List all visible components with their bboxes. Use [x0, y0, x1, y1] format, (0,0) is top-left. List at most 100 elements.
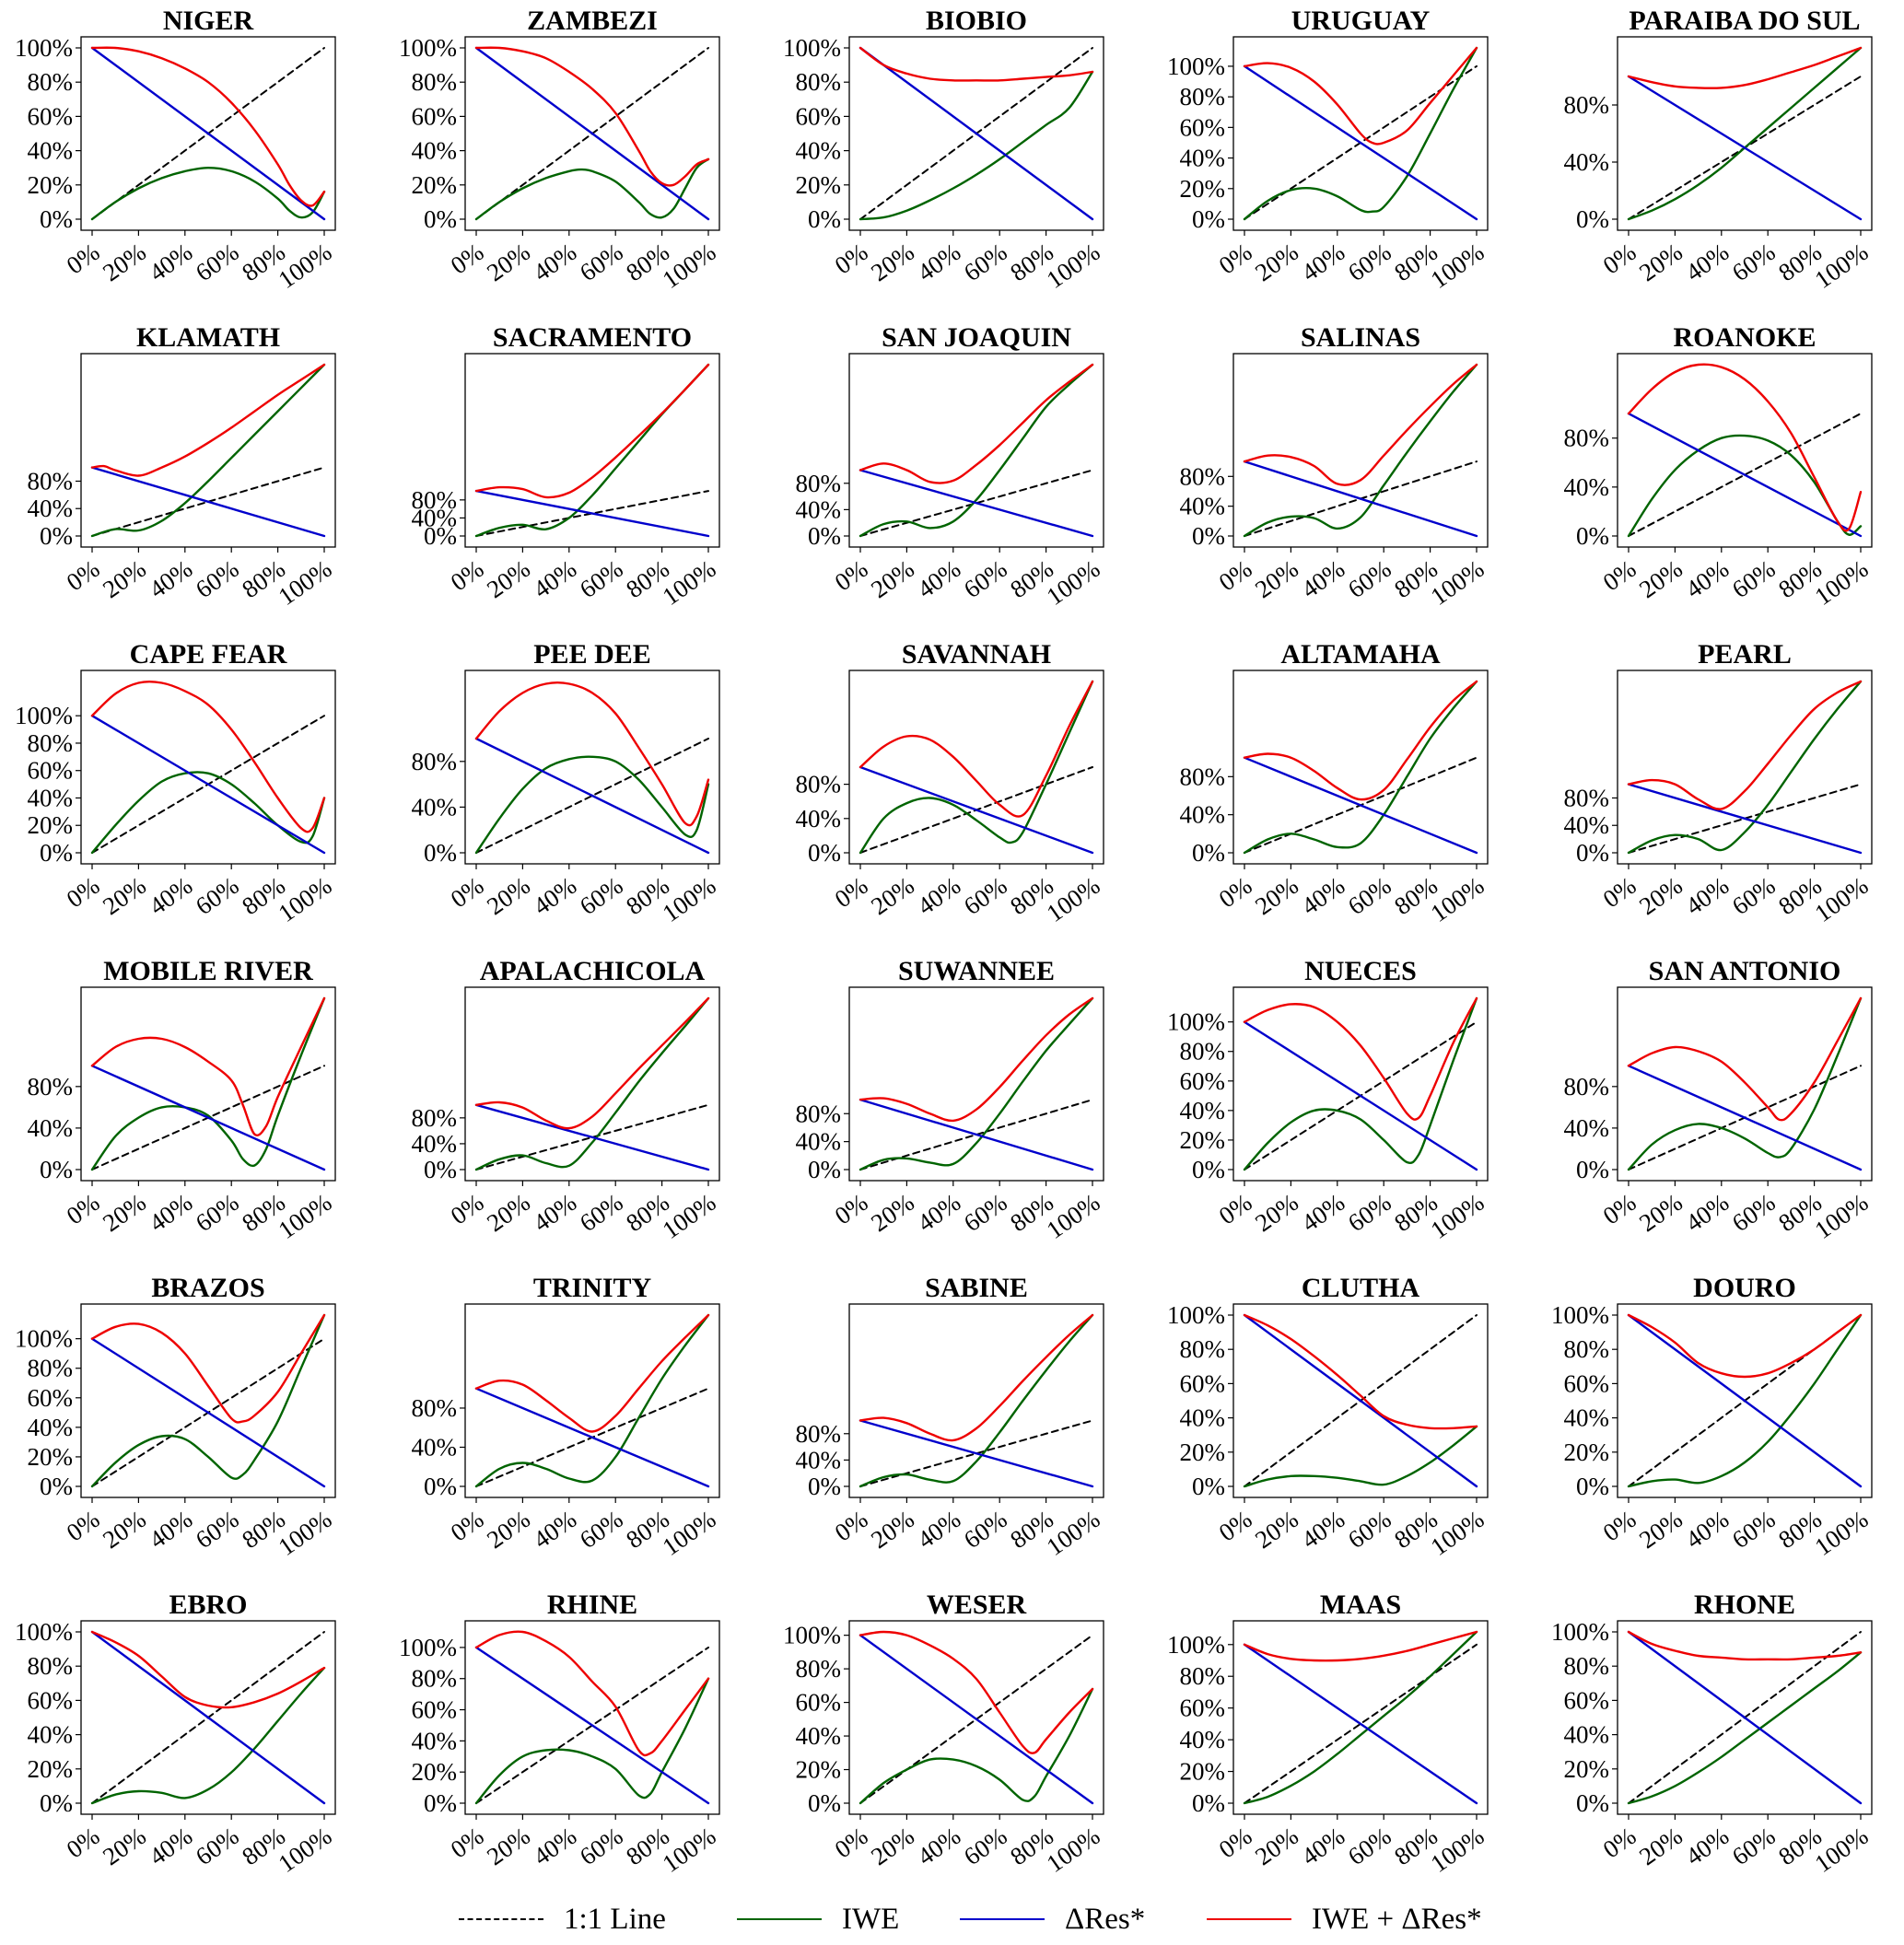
chart-nueces: NUECES0%20%40%60%80%100%0%20%40%60%80%10… — [1167, 956, 1489, 1244]
iwe-line — [90, 1666, 326, 1805]
x-tick-label: 60% — [959, 554, 1012, 603]
dres-line — [1243, 756, 1478, 855]
x-tick-label: 100% — [1810, 1822, 1874, 1878]
y-tick-label: 0% — [424, 205, 457, 233]
x-tick-label: 100% — [1042, 238, 1105, 294]
y-tick-label: 0% — [808, 1156, 841, 1183]
y-tick-label: 60% — [412, 1696, 458, 1724]
y-tick-label: 0% — [424, 1473, 457, 1500]
dres-line — [474, 1387, 710, 1488]
iwe-line — [474, 157, 710, 221]
y-tick-label: 40% — [412, 137, 458, 165]
y-tick-label: 20% — [412, 171, 458, 199]
chart-title: MOBILE RIVER — [103, 956, 313, 986]
iwe-plus-dres-line — [474, 363, 710, 499]
iwe-line — [90, 167, 326, 221]
y-tick-label: 20% — [412, 1758, 458, 1786]
y-tick-label: 100% — [399, 1634, 457, 1661]
iwe-plus-dres-line — [474, 681, 710, 827]
iwe-line — [1243, 1425, 1478, 1488]
x-tick-label: 100% — [1810, 554, 1874, 611]
x-tick-label: 20% — [482, 871, 535, 920]
chart-title: ALTAMAHA — [1280, 639, 1441, 670]
chart-title: DOURO — [1693, 1273, 1796, 1303]
y-tick-label: 0% — [1576, 1156, 1609, 1183]
chart-title: APALACHICOLA — [480, 956, 706, 986]
x-tick-label: 100% — [658, 871, 721, 927]
iwe-plus-dres-line — [859, 46, 1094, 82]
chart-title: EBRO — [169, 1590, 247, 1620]
y-tick-label: 40% — [28, 1721, 74, 1749]
dres-line — [1243, 64, 1478, 221]
iwe-line — [90, 771, 326, 855]
iwe-plus-dres-line — [859, 996, 1094, 1123]
y-tick-label: 20% — [1564, 1438, 1610, 1466]
chart-title: SACRAMENTO — [493, 322, 692, 353]
plot-frame — [1617, 1303, 1873, 1498]
x-tick-label: 60% — [575, 238, 628, 286]
plot-frame — [80, 986, 336, 1182]
y-tick-label: 80% — [1564, 425, 1610, 452]
x-tick-label: 40% — [1296, 1188, 1349, 1237]
x-tick-label: 100% — [658, 238, 721, 294]
y-tick-label: 40% — [1180, 493, 1226, 520]
y-tick-label: 80% — [796, 1420, 842, 1448]
y-tick-label: 0% — [1576, 1789, 1609, 1817]
y-tick-label: 40% — [796, 1446, 842, 1473]
chart-title: SAN JOAQUIN — [882, 322, 1071, 353]
y-tick-label: 0% — [808, 839, 841, 867]
iwe-plus-dres-line — [859, 363, 1094, 484]
chart-weser: WESER0%20%40%60%80%100%0%20%40%60%80%100… — [783, 1590, 1104, 1878]
x-tick-label: 100% — [1810, 1505, 1874, 1561]
chart-uruguay: URUGUAY0%20%40%60%80%100%0%20%40%60%80%1… — [1167, 6, 1489, 294]
iwe-line — [90, 1313, 326, 1488]
y-tick-label: 20% — [1180, 175, 1226, 203]
x-tick-label: 60% — [1727, 1505, 1781, 1554]
plot-frame — [464, 1303, 720, 1498]
chart-title: SAN ANTONIO — [1649, 956, 1841, 986]
dres-line — [859, 469, 1094, 538]
chart-clutha: CLUTHA0%20%40%60%80%100%0%20%40%60%80%10… — [1167, 1273, 1489, 1561]
legend-label-dres: ΔRes* — [1065, 1902, 1146, 1936]
plot-frame — [464, 1620, 720, 1815]
x-tick-label: 100% — [1810, 1188, 1874, 1244]
x-tick-label: 100% — [1042, 1188, 1105, 1244]
iwe-line — [1627, 46, 1863, 221]
chart-title: RHONE — [1694, 1590, 1795, 1620]
x-tick-label: 0% — [1598, 554, 1641, 596]
x-tick-label: 20% — [482, 554, 535, 603]
x-tick-label: 20% — [1250, 1822, 1303, 1870]
x-tick-label: 0% — [830, 1505, 873, 1546]
x-tick-label: 100% — [1042, 871, 1105, 927]
iwe-line — [1627, 996, 1863, 1171]
chart-title: CAPE FEAR — [130, 639, 287, 670]
chart-title: PEARL — [1698, 639, 1792, 670]
chart-niger: NIGER0%20%40%60%80%100%0%20%40%60%80%100… — [15, 6, 336, 294]
y-tick-label: 20% — [28, 1443, 74, 1471]
x-tick-label: 100% — [658, 1188, 721, 1244]
x-tick-label: 60% — [959, 1505, 1012, 1554]
iwe-line — [1243, 46, 1478, 221]
dres-line — [1243, 1313, 1478, 1488]
iwe-plus-dres-line — [1243, 1313, 1478, 1430]
y-tick-label: 100% — [783, 34, 841, 62]
y-tick-label: 0% — [1576, 205, 1609, 233]
y-tick-label: 40% — [1564, 473, 1610, 501]
x-tick-label: 60% — [959, 238, 1012, 286]
chart-cape-fear: CAPE FEAR0%20%40%60%80%100%0%20%40%60%80… — [15, 639, 336, 927]
x-tick-label: 20% — [482, 1505, 535, 1554]
one-to-one-line — [859, 1419, 1093, 1487]
x-tick-label: 0% — [830, 238, 873, 279]
x-tick-label: 60% — [959, 1188, 1012, 1237]
y-tick-label: 80% — [1564, 1335, 1610, 1363]
y-tick-label: 100% — [399, 34, 457, 62]
iwe-plus-dres-line — [859, 1313, 1094, 1442]
chart-title: SAVANNAH — [902, 639, 1051, 670]
iwe-plus-dres-line — [90, 46, 326, 207]
dres-line — [859, 1419, 1094, 1488]
x-tick-label: 0% — [62, 238, 105, 279]
